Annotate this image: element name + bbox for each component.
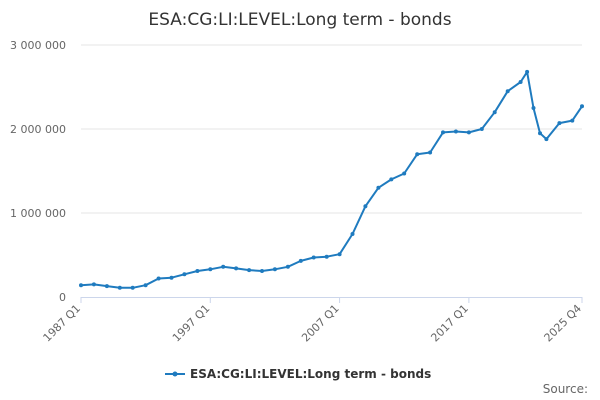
data-point bbox=[182, 272, 187, 277]
data-point bbox=[531, 106, 536, 110]
data-point bbox=[311, 255, 316, 260]
legend[interactable]: ESA:CG:LI:LEVEL:Long term - bonds bbox=[165, 367, 431, 381]
data-point bbox=[247, 268, 252, 273]
source-label: Source: bbox=[543, 382, 588, 396]
grid-lines bbox=[81, 44, 582, 214]
x-axis-ticks: 1987 Q1 1997 Q1 2007 Q1 2017 Q1 2025 Q4 bbox=[41, 297, 585, 345]
data-point bbox=[208, 267, 213, 272]
data-point bbox=[117, 285, 122, 290]
y-tick-label: 0 bbox=[59, 291, 66, 304]
data-point bbox=[415, 152, 420, 157]
data-point bbox=[298, 258, 303, 263]
y-tick-label: 1 000 000 bbox=[10, 207, 66, 220]
data-point bbox=[169, 275, 174, 280]
data-point bbox=[337, 252, 342, 257]
data-point bbox=[350, 232, 355, 236]
data-point bbox=[570, 118, 575, 123]
data-point bbox=[389, 177, 394, 182]
data-point bbox=[428, 150, 433, 155]
data-point bbox=[156, 276, 161, 281]
data-point bbox=[544, 137, 549, 142]
data-point bbox=[441, 130, 445, 135]
data-point bbox=[453, 129, 458, 134]
chart-title: ESA:CG:LI:LEVEL:Long term - bonds bbox=[148, 10, 451, 30]
data-point bbox=[285, 264, 290, 269]
data-point bbox=[402, 171, 407, 176]
data-point bbox=[104, 284, 109, 289]
data-point bbox=[234, 266, 239, 271]
data-point bbox=[376, 185, 381, 190]
data-point bbox=[260, 269, 264, 273]
data-point bbox=[143, 283, 148, 288]
data-point bbox=[324, 254, 329, 259]
y-axis-ticks: 0 1 000 000 2 000 000 3 000 000 bbox=[10, 39, 66, 304]
x-tick-label: 2025 Q4 bbox=[542, 302, 585, 345]
x-tick-label: 2007 Q1 bbox=[299, 302, 342, 345]
legend-label: ESA:CG:LI:LEVEL:Long term - bonds bbox=[190, 367, 431, 381]
data-point bbox=[130, 285, 135, 290]
x-tick-label: 2017 Q1 bbox=[428, 302, 471, 345]
x-tick-label: 1997 Q1 bbox=[170, 302, 213, 345]
data-point bbox=[505, 89, 510, 94]
data-point bbox=[272, 267, 277, 272]
data-point bbox=[91, 282, 96, 287]
y-tick-label: 2 000 000 bbox=[10, 123, 66, 136]
legend-marker-icon bbox=[172, 371, 178, 377]
data-point bbox=[580, 104, 584, 109]
y-tick-label: 3 000 000 bbox=[10, 39, 66, 52]
series-group bbox=[79, 69, 584, 290]
data-point bbox=[557, 121, 562, 126]
data-point bbox=[492, 110, 497, 115]
data-point bbox=[518, 80, 523, 84]
x-tick-label: 1987 Q1 bbox=[41, 302, 84, 345]
data-point bbox=[79, 283, 83, 288]
series-line bbox=[80, 70, 583, 289]
data-point bbox=[221, 264, 226, 269]
data-point bbox=[525, 69, 530, 74]
data-point bbox=[479, 127, 484, 131]
data-point bbox=[363, 204, 368, 209]
data-point bbox=[195, 269, 200, 273]
data-point bbox=[538, 131, 542, 136]
data-point bbox=[466, 130, 471, 135]
